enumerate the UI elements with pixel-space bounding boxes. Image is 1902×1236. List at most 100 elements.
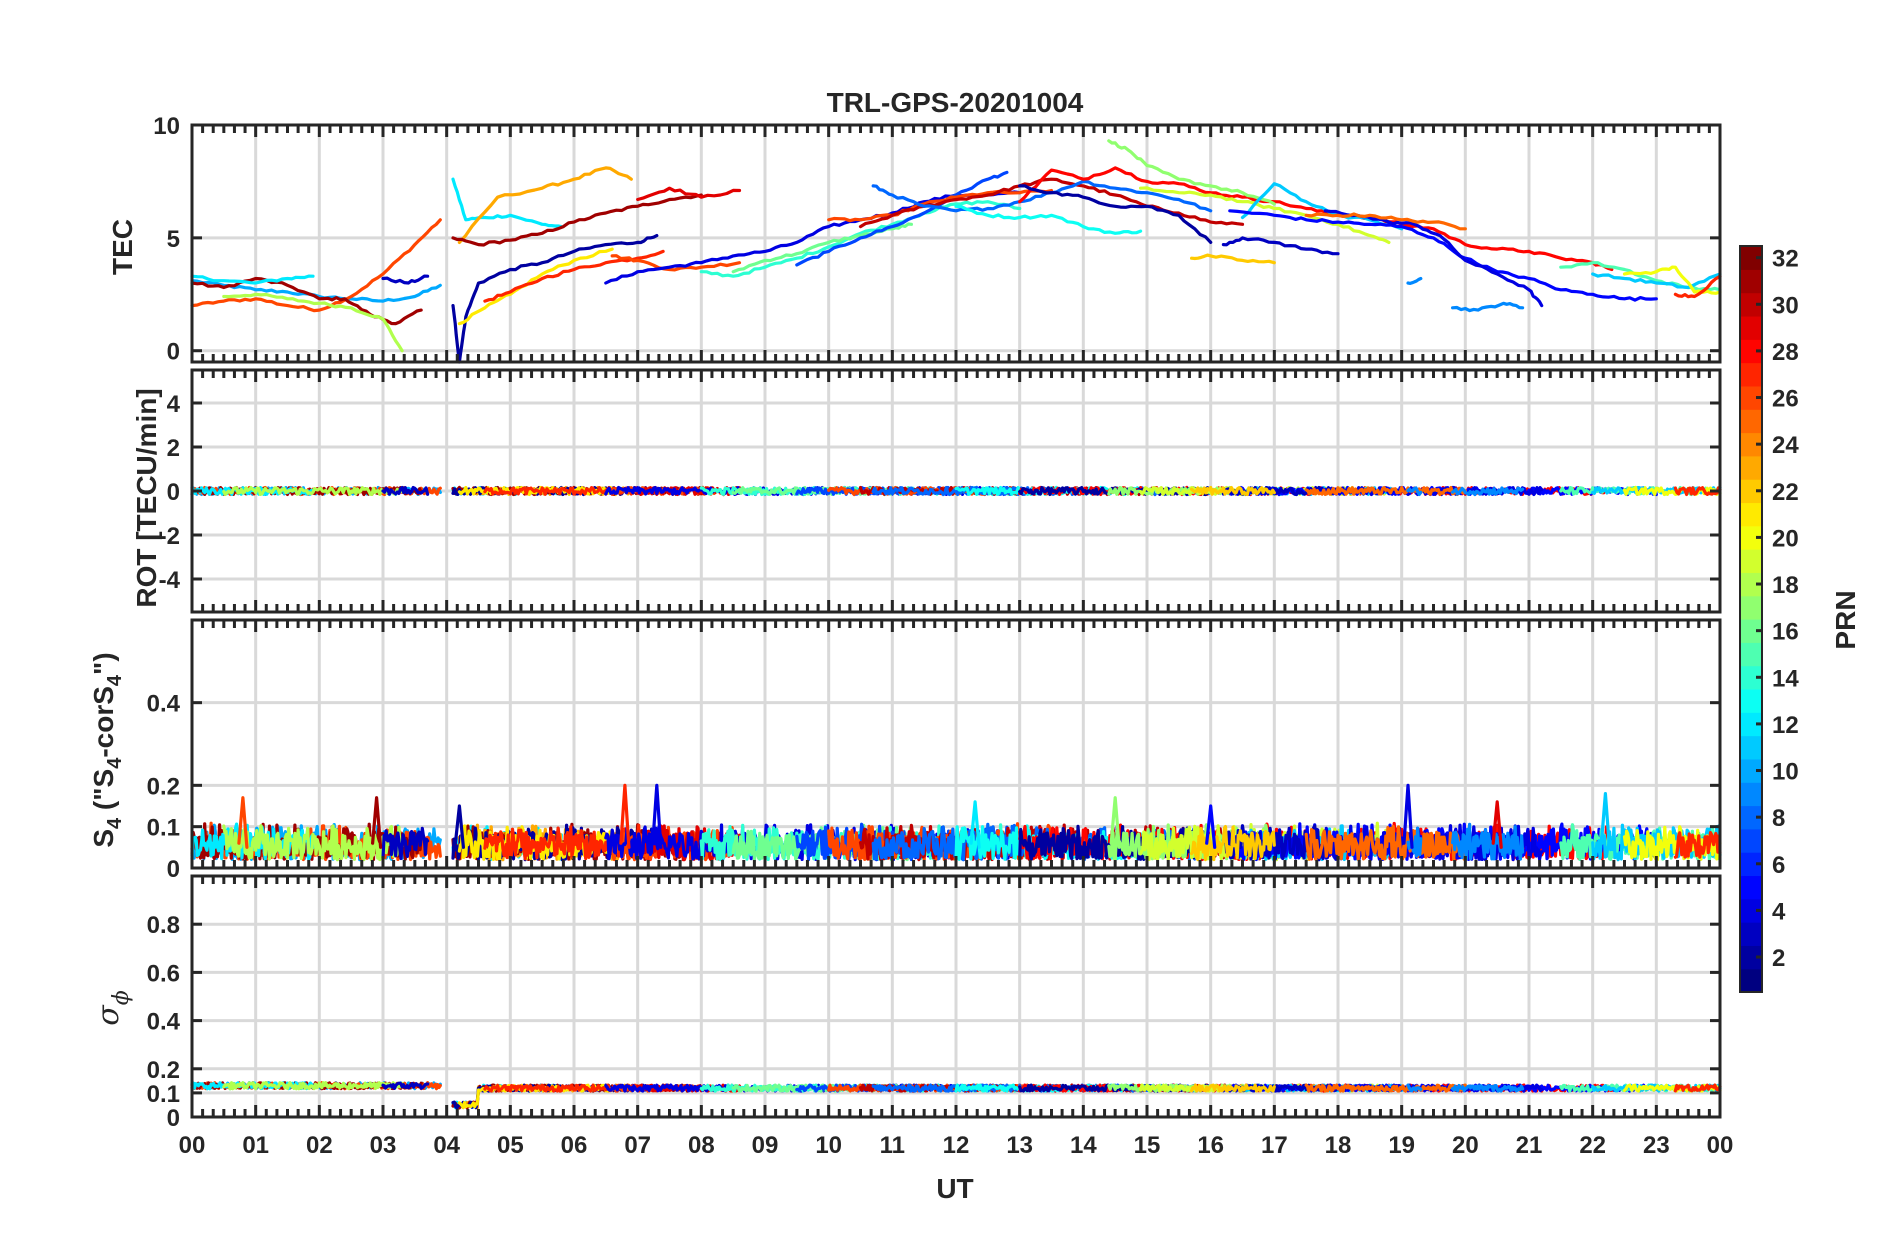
rot-frame [190, 368, 1722, 614]
x-tick-label: 20 [1452, 1132, 1479, 1159]
tec-series-prn-27 [483, 249, 665, 303]
sp-y-tick-label: 0.8 [147, 912, 180, 939]
colorbar-band [1740, 898, 1762, 923]
tec-series-prn-11 [1240, 182, 1404, 231]
x-tick-label: 14 [1070, 1132, 1097, 1159]
colorbar-tick-label: 12 [1772, 712, 1799, 739]
s4-y-tick-label: 0 [167, 856, 180, 883]
colorbar-band [1740, 688, 1762, 713]
sp-y-tick-label: 0.6 [147, 960, 180, 987]
colorbar-band [1740, 735, 1762, 760]
x-tick-label: 02 [306, 1132, 333, 1159]
colorbar-band [1740, 805, 1762, 830]
colorbar-tick-label: 24 [1772, 432, 1799, 459]
s4-peak [1402, 783, 1414, 849]
s4-peak [1109, 796, 1121, 849]
tec-series-prn-11 [1591, 272, 1722, 290]
colorbar-band [1740, 945, 1762, 970]
x-tick-label: 00 [1707, 1132, 1734, 1159]
sigma-phi-y-ticks: 00.10.2 0.4 0.6 0.8 [147, 912, 181, 1132]
sigma-phi-series-prn-9 [1406, 1083, 1423, 1093]
s4-peak [1599, 792, 1611, 849]
colorbar-tick-label: 20 [1772, 525, 1799, 552]
colorbar-band [1740, 852, 1762, 877]
colorbar-band [1740, 385, 1762, 410]
colorbar-band [1740, 875, 1762, 900]
rot-series-prn-9 [1406, 486, 1423, 497]
tec-series-prn-26 [827, 188, 1054, 223]
x-axis-ticks: 00 01 02 03 04 05 06 07 08 09 10 11 12 13 14 15 16 17 18 19… [179, 1132, 1734, 1159]
sigma-phi-series-prn-3 [381, 1081, 430, 1090]
rot-series-prn-27 [1673, 486, 1722, 497]
sigma-phi-series-prn-21 [457, 1083, 614, 1110]
tec-series-prn-7 [795, 170, 1009, 267]
colorbar-label: PRN [1830, 590, 1861, 649]
x-tick-label: 12 [943, 1132, 970, 1159]
tec-series-prn-8 [871, 179, 1213, 213]
colorbar-tick-label: 30 [1772, 292, 1799, 319]
sigma-phi-grid [190, 876, 1722, 1119]
colorbar-band [1740, 642, 1762, 667]
tec-series-prn-4 [1323, 209, 1544, 308]
x-tick-label: 22 [1579, 1132, 1606, 1159]
x-tick-label: 19 [1388, 1132, 1415, 1159]
colorbar-tick-label: 2 [1772, 945, 1785, 972]
tec-series-prn-21 [457, 247, 614, 326]
s4-series-prn-3 [381, 826, 430, 861]
tec-series-prn-9 [1451, 301, 1525, 313]
s4-peak [651, 783, 663, 849]
x-tick-label: 08 [688, 1132, 715, 1159]
s4-series-group [190, 783, 1722, 862]
s4-series-prn-9 [1406, 826, 1423, 858]
colorbar-band [1740, 549, 1762, 573]
tec-y-tick-label: 5 [167, 226, 180, 253]
x-tick-label: 23 [1643, 1132, 1670, 1159]
tec-series-prn-14 [699, 200, 1022, 278]
x-tick-label: 21 [1516, 1132, 1543, 1159]
tec-series-prn-19 [1139, 186, 1391, 244]
s4-y-ticks: 0 0.1 0.2 0.4 [147, 691, 181, 883]
colorbar-band [1740, 968, 1762, 993]
x-tick-label: 07 [624, 1132, 651, 1159]
colorbar-band [1740, 455, 1762, 480]
rot-series-group [190, 485, 1722, 497]
colorbar-tick-label: 6 [1772, 852, 1785, 879]
colorbar-frame [1739, 245, 1763, 993]
tec-series-group [190, 139, 1722, 364]
s4-series-prn-9 [1451, 822, 1525, 861]
colorbar-tick-label: 18 [1772, 572, 1799, 599]
sp-y-tick-label: 0.1 [147, 1081, 180, 1108]
x-tick-label: 15 [1134, 1132, 1161, 1159]
tec-series-prn-25 [1304, 212, 1467, 231]
s4-peak [453, 804, 465, 849]
rot-series-prn-18 [222, 486, 404, 496]
x-tick-label: 09 [752, 1132, 779, 1159]
colorbar-tick-label: 28 [1772, 339, 1799, 366]
s4-peak [969, 800, 981, 849]
s4-y-tick-label: 0.1 [147, 815, 180, 842]
colorbar-band [1740, 339, 1762, 364]
x-tick-label: 01 [242, 1132, 269, 1159]
s4-peak [371, 796, 383, 849]
colorbar-band [1740, 922, 1762, 946]
colorbar-band [1740, 292, 1762, 317]
colorbar-band [1740, 432, 1762, 457]
sigma-phi-series-prn-9 [1451, 1083, 1525, 1093]
tec-series-prn-18 [222, 292, 404, 353]
rot-y-ticks: -4 -2 0 2 4 [159, 391, 181, 594]
tec-y-tick-label: 10 [153, 113, 180, 140]
sp-y-tick-label: 0.2 [147, 1057, 180, 1084]
tec-series-prn-12 [190, 274, 315, 285]
tec-y-ticks: 0 5 10 [153, 113, 180, 366]
tec-series-prn-17 [1107, 139, 1276, 206]
rot-y-tick-label: -2 [159, 523, 180, 550]
tec-series-prn-5 [1228, 209, 1658, 302]
s4-y-tick-label: 0.4 [147, 691, 181, 718]
x-tick-label: 04 [433, 1132, 460, 1159]
colorbar-band [1740, 525, 1762, 550]
sigma-phi-series-prn-25 [1304, 1083, 1467, 1093]
s4-frame [190, 618, 1722, 870]
tec-series-prn-31 [190, 276, 423, 326]
s4-series-prn-22 [1190, 825, 1276, 862]
